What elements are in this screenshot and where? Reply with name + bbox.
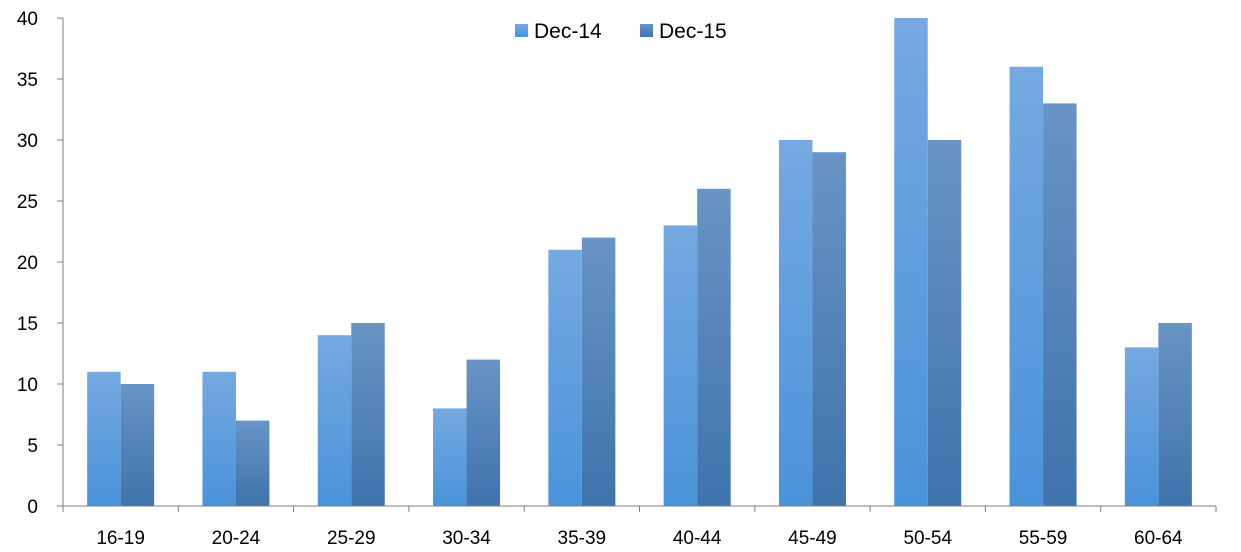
x-tick-label: 35-39 — [558, 528, 607, 549]
x-tick-label: 50-54 — [903, 528, 952, 549]
bar-dec-15-35-39 — [581, 237, 616, 506]
y-tick-label: 15 — [17, 314, 38, 335]
bar-dec-15-45-49 — [812, 152, 846, 506]
bar-dec-14-30-34 — [433, 408, 467, 506]
x-tick-label: 60-64 — [1134, 528, 1183, 549]
y-tick-label: 5 — [27, 436, 38, 457]
axes — [57, 17, 1217, 512]
x-tick-label: 25-29 — [327, 528, 376, 549]
x-tick-label: 40-44 — [673, 528, 722, 549]
bar-dec-15-40-44 — [697, 188, 731, 507]
x-tick-label: 45-49 — [788, 528, 837, 549]
bar-dec-14-40-44 — [663, 225, 698, 506]
y-axis-ticks: 0 5 10 15 20 25 30 35 40 — [17, 9, 38, 518]
bar-dec-14-55-59 — [1009, 66, 1044, 507]
legend: Dec-14 Dec-15 — [515, 20, 727, 43]
bar-dec-15-60-64 — [1158, 323, 1192, 506]
x-tick-label: 55-59 — [1019, 528, 1068, 549]
bar-dec-14-60-64 — [1124, 347, 1159, 506]
legend-label-dec-14: Dec-14 — [534, 20, 602, 43]
x-tick-label: 20-24 — [212, 528, 261, 549]
y-tick-label: 30 — [17, 131, 38, 152]
bar-dec-15-20-24 — [235, 420, 270, 506]
y-tick-label: 35 — [17, 70, 38, 91]
y-tick-label: 25 — [17, 192, 38, 213]
bar-dec-14-16-19 — [87, 371, 121, 506]
bar-dec-14-45-49 — [778, 140, 813, 506]
bar-dec-15-16-19 — [120, 384, 155, 506]
x-tick-label: 30-34 — [442, 528, 491, 549]
bar-dec-14-50-54 — [894, 18, 928, 506]
x-tick-label: 16-19 — [96, 528, 145, 549]
y-tick-label: 0 — [27, 497, 38, 518]
bars — [87, 18, 1192, 507]
bar-dec-14-25-29 — [317, 335, 352, 506]
bar-dec-15-55-59 — [1043, 103, 1077, 507]
bar-dec-15-50-54 — [927, 140, 962, 506]
legend-swatch-dec-14 — [515, 24, 528, 37]
bar-dec-14-35-39 — [548, 249, 582, 507]
y-tick-label: 10 — [17, 375, 38, 396]
legend-label-dec-15: Dec-15 — [659, 20, 727, 43]
y-tick-label: 20 — [17, 253, 38, 274]
y-tick-label: 40 — [17, 9, 38, 30]
bar-dec-14-20-24 — [202, 371, 236, 506]
legend-swatch-dec-15 — [640, 24, 653, 37]
bar-dec-15-25-29 — [351, 323, 385, 506]
bar-dec-15-30-34 — [466, 359, 501, 506]
x-axis-ticks: 16-19 20-24 25-29 30-34 35-39 40-44 45-49 50-54… — [96, 528, 1183, 549]
